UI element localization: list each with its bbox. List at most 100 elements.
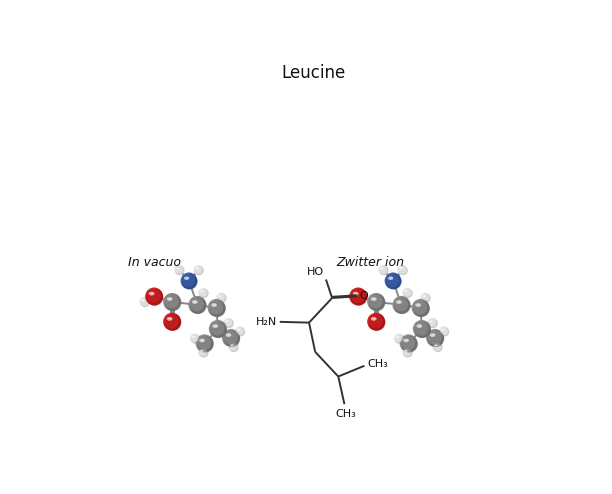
Circle shape	[197, 336, 211, 350]
Circle shape	[196, 334, 214, 352]
Ellipse shape	[353, 292, 359, 295]
Text: Zwitter ion: Zwitter ion	[336, 256, 404, 269]
Circle shape	[165, 314, 181, 331]
Circle shape	[414, 322, 431, 338]
Ellipse shape	[417, 304, 420, 305]
Circle shape	[207, 299, 226, 317]
Circle shape	[211, 322, 227, 338]
Circle shape	[428, 319, 438, 328]
Circle shape	[193, 265, 204, 275]
Ellipse shape	[430, 320, 433, 323]
Circle shape	[368, 314, 382, 329]
Ellipse shape	[192, 336, 195, 338]
Ellipse shape	[220, 295, 221, 296]
Ellipse shape	[422, 295, 426, 297]
Circle shape	[140, 298, 148, 306]
Circle shape	[421, 293, 431, 303]
Ellipse shape	[200, 350, 204, 352]
Text: In vacuo: In vacuo	[128, 256, 181, 269]
Circle shape	[140, 298, 150, 307]
Circle shape	[195, 266, 204, 275]
Ellipse shape	[396, 300, 402, 304]
Circle shape	[145, 288, 163, 305]
Ellipse shape	[406, 350, 407, 351]
Circle shape	[428, 330, 444, 347]
Text: CH₃: CH₃	[368, 359, 388, 369]
Ellipse shape	[215, 325, 217, 327]
Circle shape	[367, 293, 385, 311]
Circle shape	[440, 327, 449, 336]
Text: Leucine: Leucine	[282, 64, 346, 82]
Ellipse shape	[406, 290, 407, 291]
Circle shape	[403, 288, 412, 298]
Ellipse shape	[373, 318, 375, 319]
Ellipse shape	[401, 268, 402, 269]
Ellipse shape	[405, 350, 408, 352]
Circle shape	[223, 330, 237, 344]
Circle shape	[392, 296, 411, 314]
Circle shape	[175, 266, 183, 274]
Ellipse shape	[166, 317, 173, 321]
Circle shape	[174, 265, 184, 275]
Ellipse shape	[151, 292, 154, 294]
Circle shape	[400, 334, 417, 352]
Circle shape	[403, 348, 412, 358]
Ellipse shape	[390, 277, 392, 279]
Circle shape	[367, 313, 385, 331]
Circle shape	[195, 266, 203, 274]
Circle shape	[379, 266, 387, 274]
Circle shape	[190, 297, 207, 314]
Circle shape	[428, 319, 436, 327]
Circle shape	[147, 289, 161, 303]
Circle shape	[175, 266, 185, 275]
Circle shape	[401, 336, 418, 353]
Ellipse shape	[226, 333, 231, 337]
Circle shape	[398, 266, 408, 275]
Circle shape	[199, 348, 207, 356]
Ellipse shape	[430, 333, 435, 337]
Ellipse shape	[355, 292, 357, 294]
Circle shape	[402, 347, 412, 358]
Ellipse shape	[192, 300, 198, 304]
Circle shape	[386, 274, 399, 287]
Ellipse shape	[435, 344, 438, 346]
Circle shape	[222, 329, 240, 347]
Circle shape	[198, 288, 209, 298]
Ellipse shape	[371, 317, 376, 321]
Circle shape	[209, 300, 226, 317]
Ellipse shape	[397, 336, 398, 337]
Ellipse shape	[403, 338, 409, 342]
Circle shape	[413, 300, 430, 317]
Ellipse shape	[211, 303, 217, 307]
Ellipse shape	[431, 321, 432, 322]
Circle shape	[182, 274, 198, 289]
Ellipse shape	[177, 268, 179, 269]
Circle shape	[223, 330, 240, 347]
Circle shape	[398, 266, 406, 274]
Ellipse shape	[436, 345, 437, 346]
Circle shape	[420, 292, 431, 303]
Ellipse shape	[237, 329, 241, 331]
Circle shape	[199, 288, 209, 298]
Ellipse shape	[405, 290, 408, 292]
Circle shape	[211, 322, 225, 335]
Ellipse shape	[396, 336, 399, 338]
Circle shape	[386, 274, 401, 289]
Ellipse shape	[380, 267, 384, 270]
Ellipse shape	[186, 277, 188, 279]
Circle shape	[394, 297, 411, 314]
Text: CH₃: CH₃	[335, 409, 356, 419]
Circle shape	[351, 289, 367, 306]
Ellipse shape	[201, 339, 204, 341]
Circle shape	[401, 336, 415, 350]
Ellipse shape	[201, 290, 203, 291]
Circle shape	[433, 343, 442, 352]
Circle shape	[379, 266, 389, 275]
Ellipse shape	[238, 329, 239, 330]
Circle shape	[199, 288, 207, 296]
Ellipse shape	[406, 339, 408, 341]
Ellipse shape	[227, 321, 228, 322]
Ellipse shape	[424, 295, 425, 296]
Text: O: O	[359, 290, 368, 301]
Ellipse shape	[149, 292, 154, 295]
